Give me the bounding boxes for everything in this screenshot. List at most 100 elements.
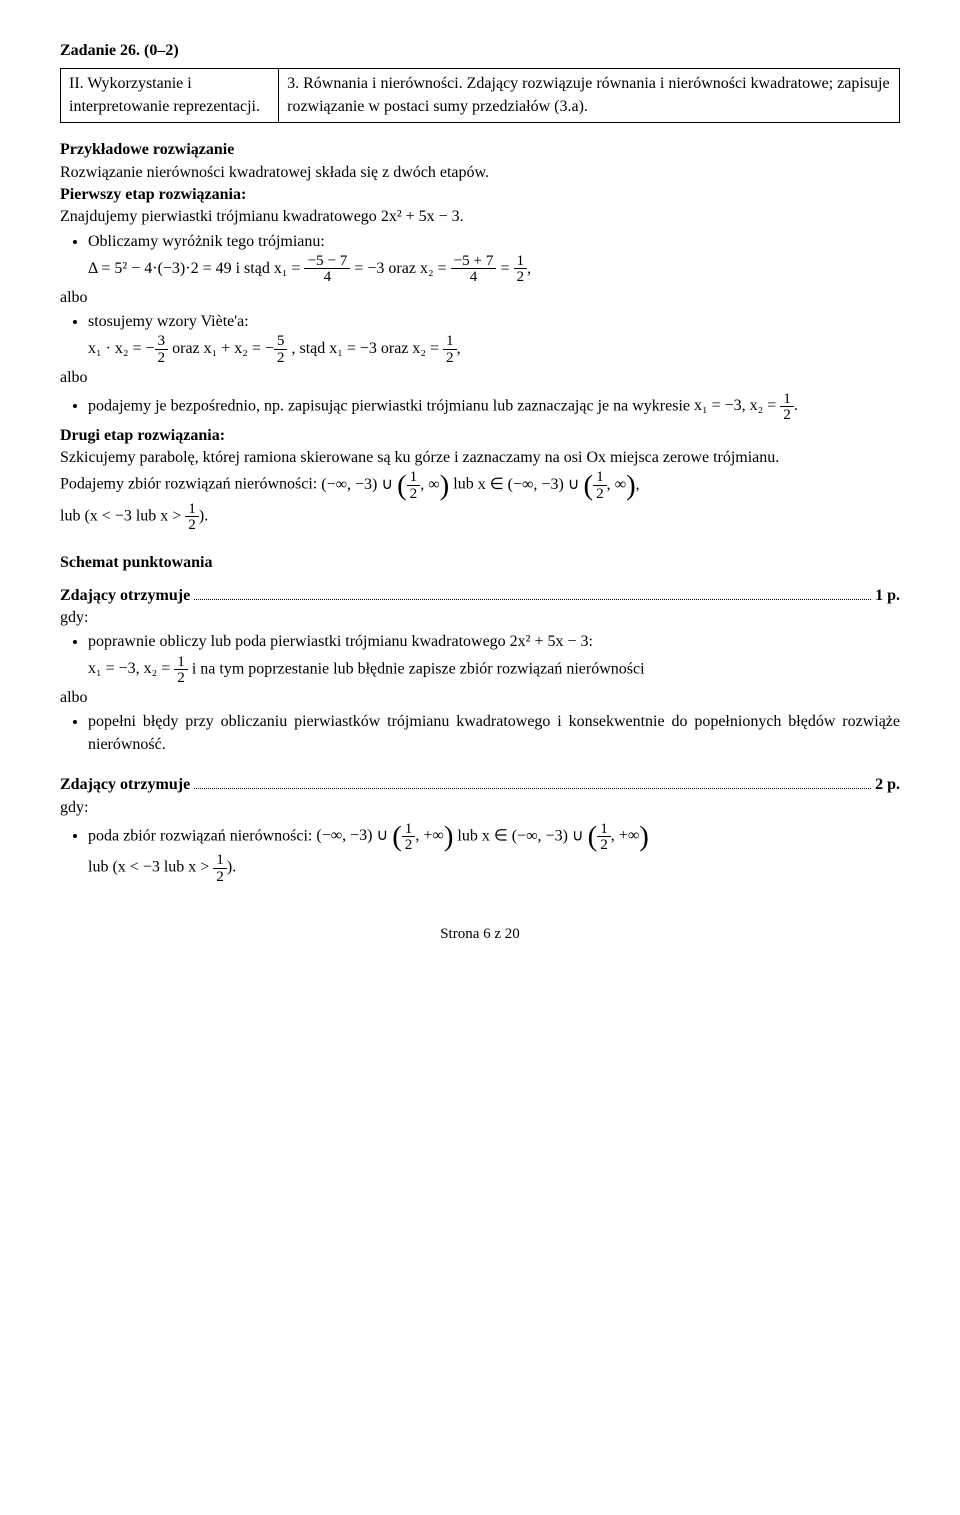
paren-close: ) [639,821,649,853]
score2-pts: 2 p. [875,774,900,796]
frac-den: 2 [274,350,288,365]
score-row-2: Zdający otrzymuje 2 p. [60,774,900,796]
albo-3: albo [60,687,900,709]
interval-b-mid: , ∞ [607,476,626,493]
b2-text: stosujemy wzory Viète'a: [88,313,249,330]
b3-text-b: x₁ = −3, x₂ = [694,397,780,414]
score1-label: Zdający otrzymuje [60,585,190,607]
score1-pts: 1 p. [875,585,900,607]
bullet-discriminant: Obliczamy wyróżnik tego trójmianu: Δ = 5… [88,231,900,285]
step1-lead-text: Znajdujemy pierwiastki trójmianu kwadrat… [60,208,381,225]
frac-den: 2 [213,869,227,884]
b1-x2-eq: = [500,260,513,277]
comma: , [457,340,461,357]
half-8: 12 [213,852,227,883]
comma: , [636,476,640,493]
frac-num: 1 [443,333,457,349]
s1-bullet1: poprawnie obliczy lub poda pierwiastki t… [88,631,900,685]
frac-den: 4 [304,269,350,284]
one-half-3: 12 [780,391,794,422]
albo-1: albo [60,287,900,309]
solution-intro: Rozwiązanie nierówności kwadratowej skła… [60,162,900,184]
frac-num: 5 [274,333,288,349]
s1-b1b: 2x² + 5x − 3: [510,633,593,650]
frac-den: 2 [597,837,611,852]
b2-p3: , stąd x₁ = −3 oraz x₂ = [291,340,443,357]
period: . [794,397,798,414]
period: . [460,208,464,225]
paren-close: ) [626,469,636,501]
frac-den: 2 [780,407,794,422]
topic-right: 3. Równania i nierówności. Zdający rozwi… [279,69,900,123]
b2-frac2: 52 [274,333,288,364]
frac-num: 1 [780,391,794,407]
frac-num: 3 [155,333,169,349]
interval-a: (−∞, −3) ∪ [321,476,397,493]
s2-b1a: poda zbiór rozwiązań nierówności: [88,827,316,844]
frac-num: 1 [185,501,199,517]
frac-den: 2 [402,837,416,852]
frac-num: 1 [407,469,421,485]
one-half-2: 12 [443,333,457,364]
score2-label: Zdający otrzymuje [60,774,190,796]
s1-b1d: i na tym poprzestanie lub błędnie zapisz… [192,660,645,677]
frac-den: 2 [407,486,421,501]
b1-x1-frac: −5 − 74 [304,253,350,284]
s1-b1a: poprawnie obliczy lub poda pierwiastki t… [88,633,510,650]
paren-open: ( [397,469,407,501]
b1-x1-lhs: x₁ = [274,260,305,277]
one-half: 12 [514,253,528,284]
frac-den: 2 [174,670,188,685]
frac-num: 1 [514,253,528,269]
frac-den: 2 [514,269,528,284]
xin: x ∈ (−∞, −3) ∪ [478,476,584,493]
dotted-line [194,587,871,599]
s1-bullet2: popełni błędy przy obliczaniu pierwiastk… [88,711,900,756]
frac-num: 1 [593,469,607,485]
b1-delta: Δ = 5² − 4·(−3)·2 = 49 i stąd [88,260,274,277]
dotted-line [194,777,871,789]
b2-frac1: 32 [155,333,169,364]
step1-lead: Znajdujemy pierwiastki trójmianu kwadrat… [60,206,900,228]
half-7: 12 [597,821,611,852]
b1-x2-lhs: x₂ = [420,260,451,277]
trinomial: 2x² + 5x − 3 [381,208,460,225]
frac-num: 1 [213,852,227,868]
s2-b1-lub: lub x ∈ (−∞, −3) ∪ [457,827,587,844]
b1-x2-frac: −5 + 74 [451,253,497,284]
half-int1: 12 [407,469,421,500]
frac-den: 2 [155,350,169,365]
paren-close: ) [444,821,454,853]
step2-p2: Podajemy zbiór rozwiązań nierówności: (−… [60,469,900,500]
half-4: 12 [185,501,199,532]
lub: lub [453,476,477,493]
step2-p3b: ). [199,507,208,524]
page-footer: Strona 6 z 20 [60,924,900,945]
s1-b1c: x₁ = −3, x₂ = [88,660,174,677]
int-mid2: , +∞ [611,827,639,844]
b2-p1: x₁ · x₂ = − [88,340,155,357]
frac-num: −5 + 7 [451,253,497,269]
b1-text: Obliczamy wyróżnik tego trójmianu: [88,233,325,250]
frac-den: 2 [443,350,457,365]
scheme-title: Schemat punktowania [60,552,900,574]
step1-title: Pierwszy etap rozwiązania: [60,184,900,206]
b3-text-a: podajemy je bezpośrednio, np. zapisując … [88,397,694,414]
frac-den: 4 [451,269,497,284]
frac-num: 1 [174,654,188,670]
paren-open: ( [588,821,598,853]
step2-title: Drugi etap rozwiązania: [60,425,900,447]
frac-den: 2 [185,517,199,532]
paren-open: ( [583,469,593,501]
s2-line2a: lub (x < −3 lub x > [88,859,213,876]
int-mid: , +∞ [415,827,443,844]
task-header: Zadanie 26. (0–2) [60,40,900,62]
frac-num: 1 [597,821,611,837]
half-6: 12 [402,821,416,852]
b1-x1-eq: = −3 oraz [354,260,420,277]
frac-num: −5 − 7 [304,253,350,269]
half-int2: 12 [593,469,607,500]
s2-b1-int: (−∞, −3) ∪ [316,827,392,844]
half-5: 12 [174,654,188,685]
score-row-1: Zdający otrzymuje 1 p. [60,585,900,607]
